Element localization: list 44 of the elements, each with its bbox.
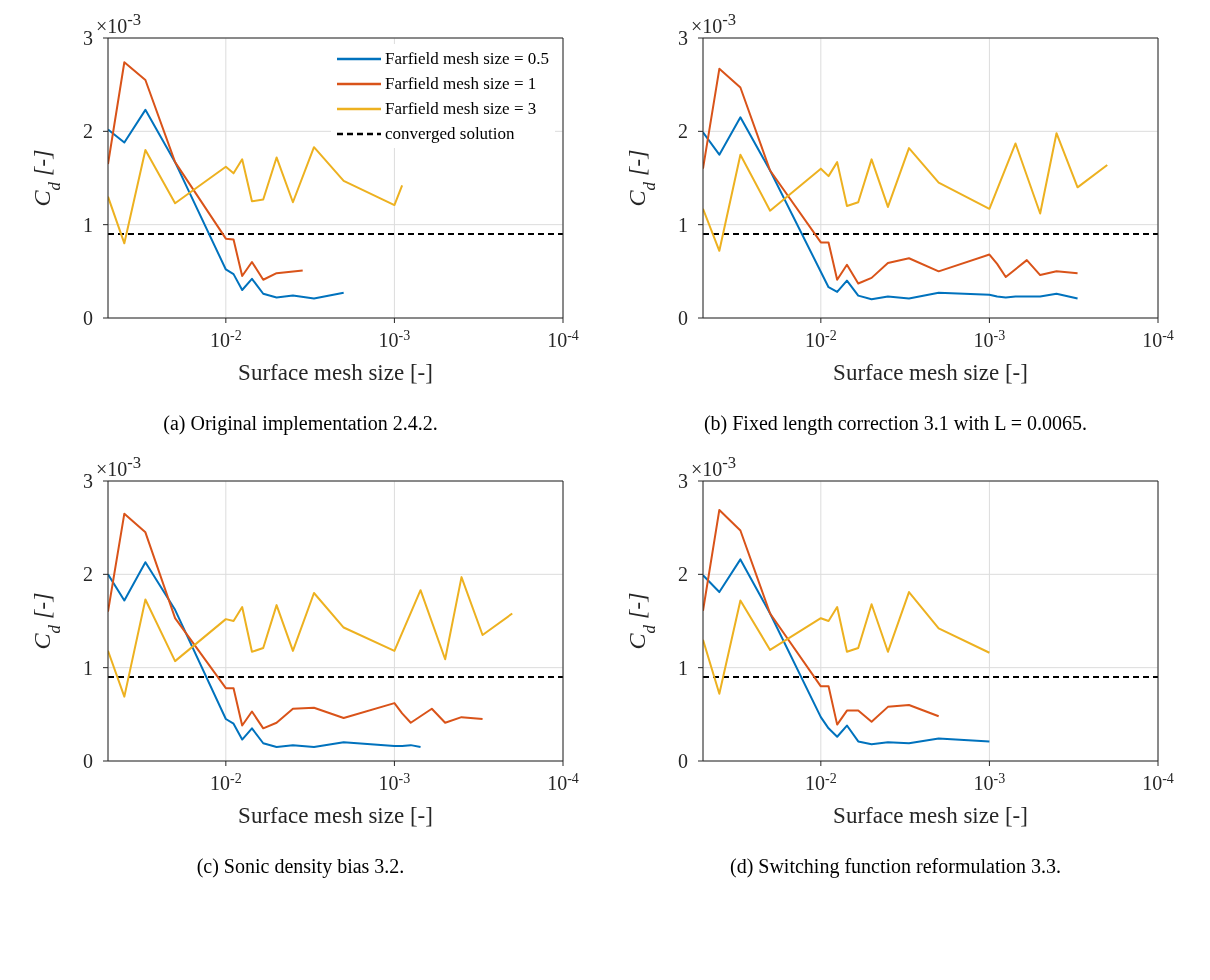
y-tick-label: 1 xyxy=(83,213,93,236)
x-axis-title: Surface mesh size [-] xyxy=(238,803,433,828)
y-tick-label: 2 xyxy=(83,563,93,586)
y-tick-label: 2 xyxy=(83,120,93,143)
y-tick-label: 0 xyxy=(678,750,688,772)
x-tick-label: 10$^{-4}$ xyxy=(1142,770,1174,794)
x-axis-title: Surface mesh size [-] xyxy=(833,360,1028,385)
x-tick-label: 10$^{-3}$ xyxy=(973,770,1006,794)
legend-label: converged solution xyxy=(385,123,515,144)
text: ×10$^{-3}$ xyxy=(96,453,142,480)
y-tick-label: 3 xyxy=(83,470,93,492)
y-tick-label: 2 xyxy=(678,120,688,143)
text: ×10$^{-3}$ xyxy=(691,10,737,37)
text: (a) Original implementation 2.4.2. xyxy=(162,412,439,435)
y-tick-label: 0 xyxy=(678,307,688,329)
x-tick-label: 10$^{-2}$ xyxy=(805,770,837,794)
x-axis-title: Surface mesh size [-] xyxy=(238,360,433,385)
y-tick-label: 0 xyxy=(83,750,93,772)
x-tick-label: 10$^{-2}$ xyxy=(210,327,242,351)
x-tick-label: 10$^{-2}$ xyxy=(210,770,242,794)
y-tick-label: 1 xyxy=(83,656,93,679)
x-tick-label: 10$^{-3}$ xyxy=(378,770,411,794)
x-tick-label: 10$^{-2}$ xyxy=(805,327,837,351)
x-tick-label: 10$^{-3}$ xyxy=(378,327,411,351)
y-tick-label: 3 xyxy=(678,27,688,49)
text: (b) Fixed length correction 3.1 with L = 0.0065. xyxy=(702,412,1089,435)
x-tick-label: 10$^{-4}$ xyxy=(1142,327,1174,351)
y-tick-label: 3 xyxy=(678,470,688,492)
y-tick-label: 2 xyxy=(678,563,688,586)
legend-label: Farfield mesh size = 0.5 xyxy=(385,48,549,69)
x-axis-title: Surface mesh size [-] xyxy=(833,803,1028,828)
text: (c) Sonic density bias 3.2. xyxy=(195,855,406,878)
text: (d) Switching function reformulation 3.3. xyxy=(728,855,1062,878)
y-tick-label: 3 xyxy=(83,27,93,49)
y-tick-label: 1 xyxy=(678,656,688,679)
text: ×10$^{-3}$ xyxy=(691,453,737,480)
y-tick-label: 0 xyxy=(83,307,93,329)
legend-label: Farfield mesh size = 3 xyxy=(385,98,537,119)
x-tick-label: 10$^{-3}$ xyxy=(973,327,1006,351)
text: ×10$^{-3}$ xyxy=(96,10,142,37)
x-tick-label: 10$^{-4}$ xyxy=(547,327,579,351)
x-tick-label: 10$^{-4}$ xyxy=(547,770,579,794)
legend-label: Farfield mesh size = 1 xyxy=(385,73,537,94)
y-tick-label: 1 xyxy=(678,213,688,236)
